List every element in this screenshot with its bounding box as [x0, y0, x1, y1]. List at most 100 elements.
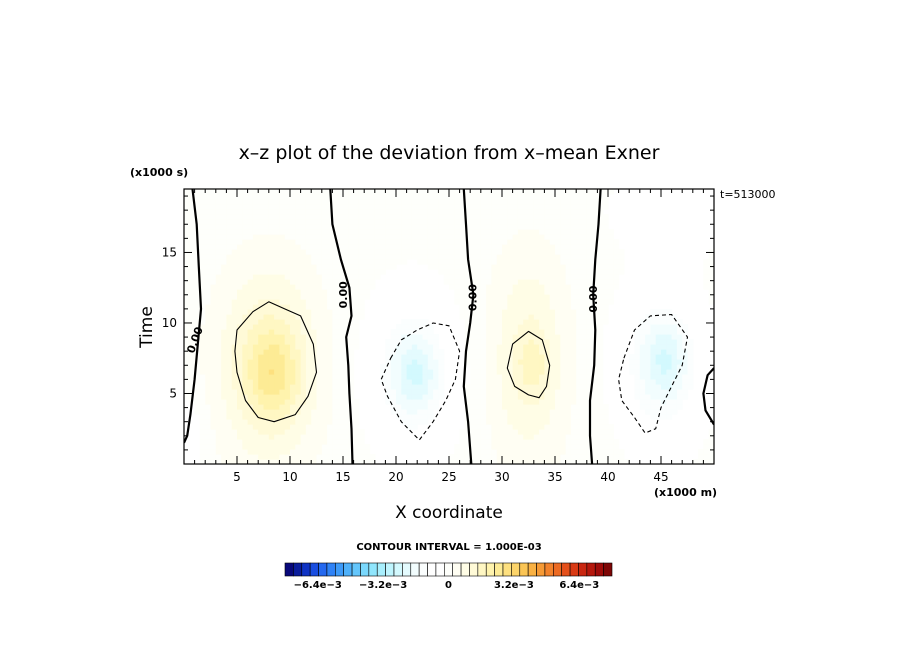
field-cell — [459, 209, 466, 215]
field-cell — [592, 194, 598, 200]
field-cell — [581, 189, 588, 195]
field-cell — [560, 364, 567, 370]
field-cell — [231, 384, 238, 390]
field-cell — [496, 244, 503, 250]
field-cell — [199, 299, 206, 305]
field-cell — [337, 244, 344, 250]
field-cell — [332, 289, 339, 295]
field-cell — [221, 209, 227, 215]
field-cell — [401, 324, 408, 330]
field-cell — [581, 424, 588, 430]
field-cell — [226, 384, 233, 390]
field-cell — [295, 294, 302, 300]
field-cell — [544, 264, 551, 270]
field-cell — [544, 314, 551, 320]
field-cell — [454, 239, 461, 245]
field-cell — [502, 364, 508, 370]
field-cell — [279, 194, 286, 200]
field-cell — [570, 419, 577, 425]
field-cell — [555, 219, 561, 225]
field-cell — [311, 429, 318, 435]
field-cell — [189, 329, 196, 335]
field-cell — [385, 379, 392, 385]
field-cell — [295, 374, 302, 380]
field-cell — [517, 429, 524, 435]
field-cell — [343, 299, 349, 305]
field-cell — [348, 229, 355, 235]
field-cell — [237, 294, 243, 300]
field-cell — [184, 214, 190, 220]
field-cell — [263, 374, 270, 380]
field-cell — [613, 249, 620, 255]
field-cell — [507, 459, 514, 464]
field-cell — [226, 284, 233, 290]
field-cell — [327, 374, 333, 380]
field-cell — [634, 334, 641, 340]
field-cell — [184, 219, 190, 225]
field-cell — [199, 409, 206, 415]
field-cell — [576, 194, 583, 200]
field-cell — [295, 449, 302, 455]
field-cell — [284, 349, 291, 355]
field-cell — [480, 414, 487, 420]
field-cell — [555, 259, 561, 265]
field-cell — [205, 424, 212, 430]
field-cell — [199, 319, 206, 325]
field-cell — [581, 399, 588, 405]
field-cell — [438, 269, 445, 275]
field-cell — [305, 229, 312, 235]
field-cell — [459, 459, 466, 464]
field-cell — [311, 434, 318, 440]
field-cell — [502, 399, 508, 405]
field-cell — [464, 219, 471, 225]
field-cell — [343, 449, 349, 455]
field-cell — [274, 439, 280, 445]
field-cell — [194, 324, 201, 330]
field-cell — [597, 264, 604, 270]
field-cell — [597, 394, 604, 400]
field-cell — [305, 439, 312, 445]
field-cell — [300, 294, 307, 300]
field-cell — [327, 249, 333, 255]
field-cell — [237, 444, 243, 450]
field-cell — [523, 299, 530, 305]
field-cell — [597, 209, 604, 215]
field-cell — [353, 319, 360, 325]
field-cell — [544, 349, 551, 355]
field-cell — [311, 329, 318, 335]
field-cell — [252, 349, 259, 355]
field-cell — [576, 404, 583, 410]
colorbar-swatch — [309, 562, 319, 577]
field-cell — [390, 329, 397, 335]
field-cell — [184, 249, 190, 255]
field-cell — [327, 434, 333, 440]
field-cell — [343, 269, 349, 275]
field-cell — [311, 439, 318, 445]
field-cell — [507, 329, 514, 335]
field-cell — [570, 199, 577, 205]
x-tick-label: 15 — [335, 470, 350, 484]
field-cell — [655, 344, 662, 350]
field-cell — [210, 259, 217, 265]
field-cell — [502, 414, 508, 420]
field-cell — [708, 434, 714, 440]
field-cell — [629, 369, 636, 375]
field-cell — [449, 239, 455, 245]
field-cell — [671, 344, 678, 350]
field-cell — [523, 399, 530, 405]
field-cell — [687, 374, 694, 380]
field-cell — [300, 239, 307, 245]
field-cell — [602, 219, 609, 225]
field-cell — [290, 444, 296, 450]
field-cell — [268, 284, 275, 290]
field-cell — [274, 269, 280, 275]
field-cell — [475, 449, 482, 455]
field-cell — [184, 394, 190, 400]
field-cell — [555, 359, 561, 365]
field-cell — [544, 239, 551, 245]
field-cell — [549, 249, 556, 255]
field-cell — [539, 219, 545, 225]
field-cell — [475, 209, 482, 215]
field-cell — [682, 324, 689, 330]
field-cell — [597, 324, 604, 330]
